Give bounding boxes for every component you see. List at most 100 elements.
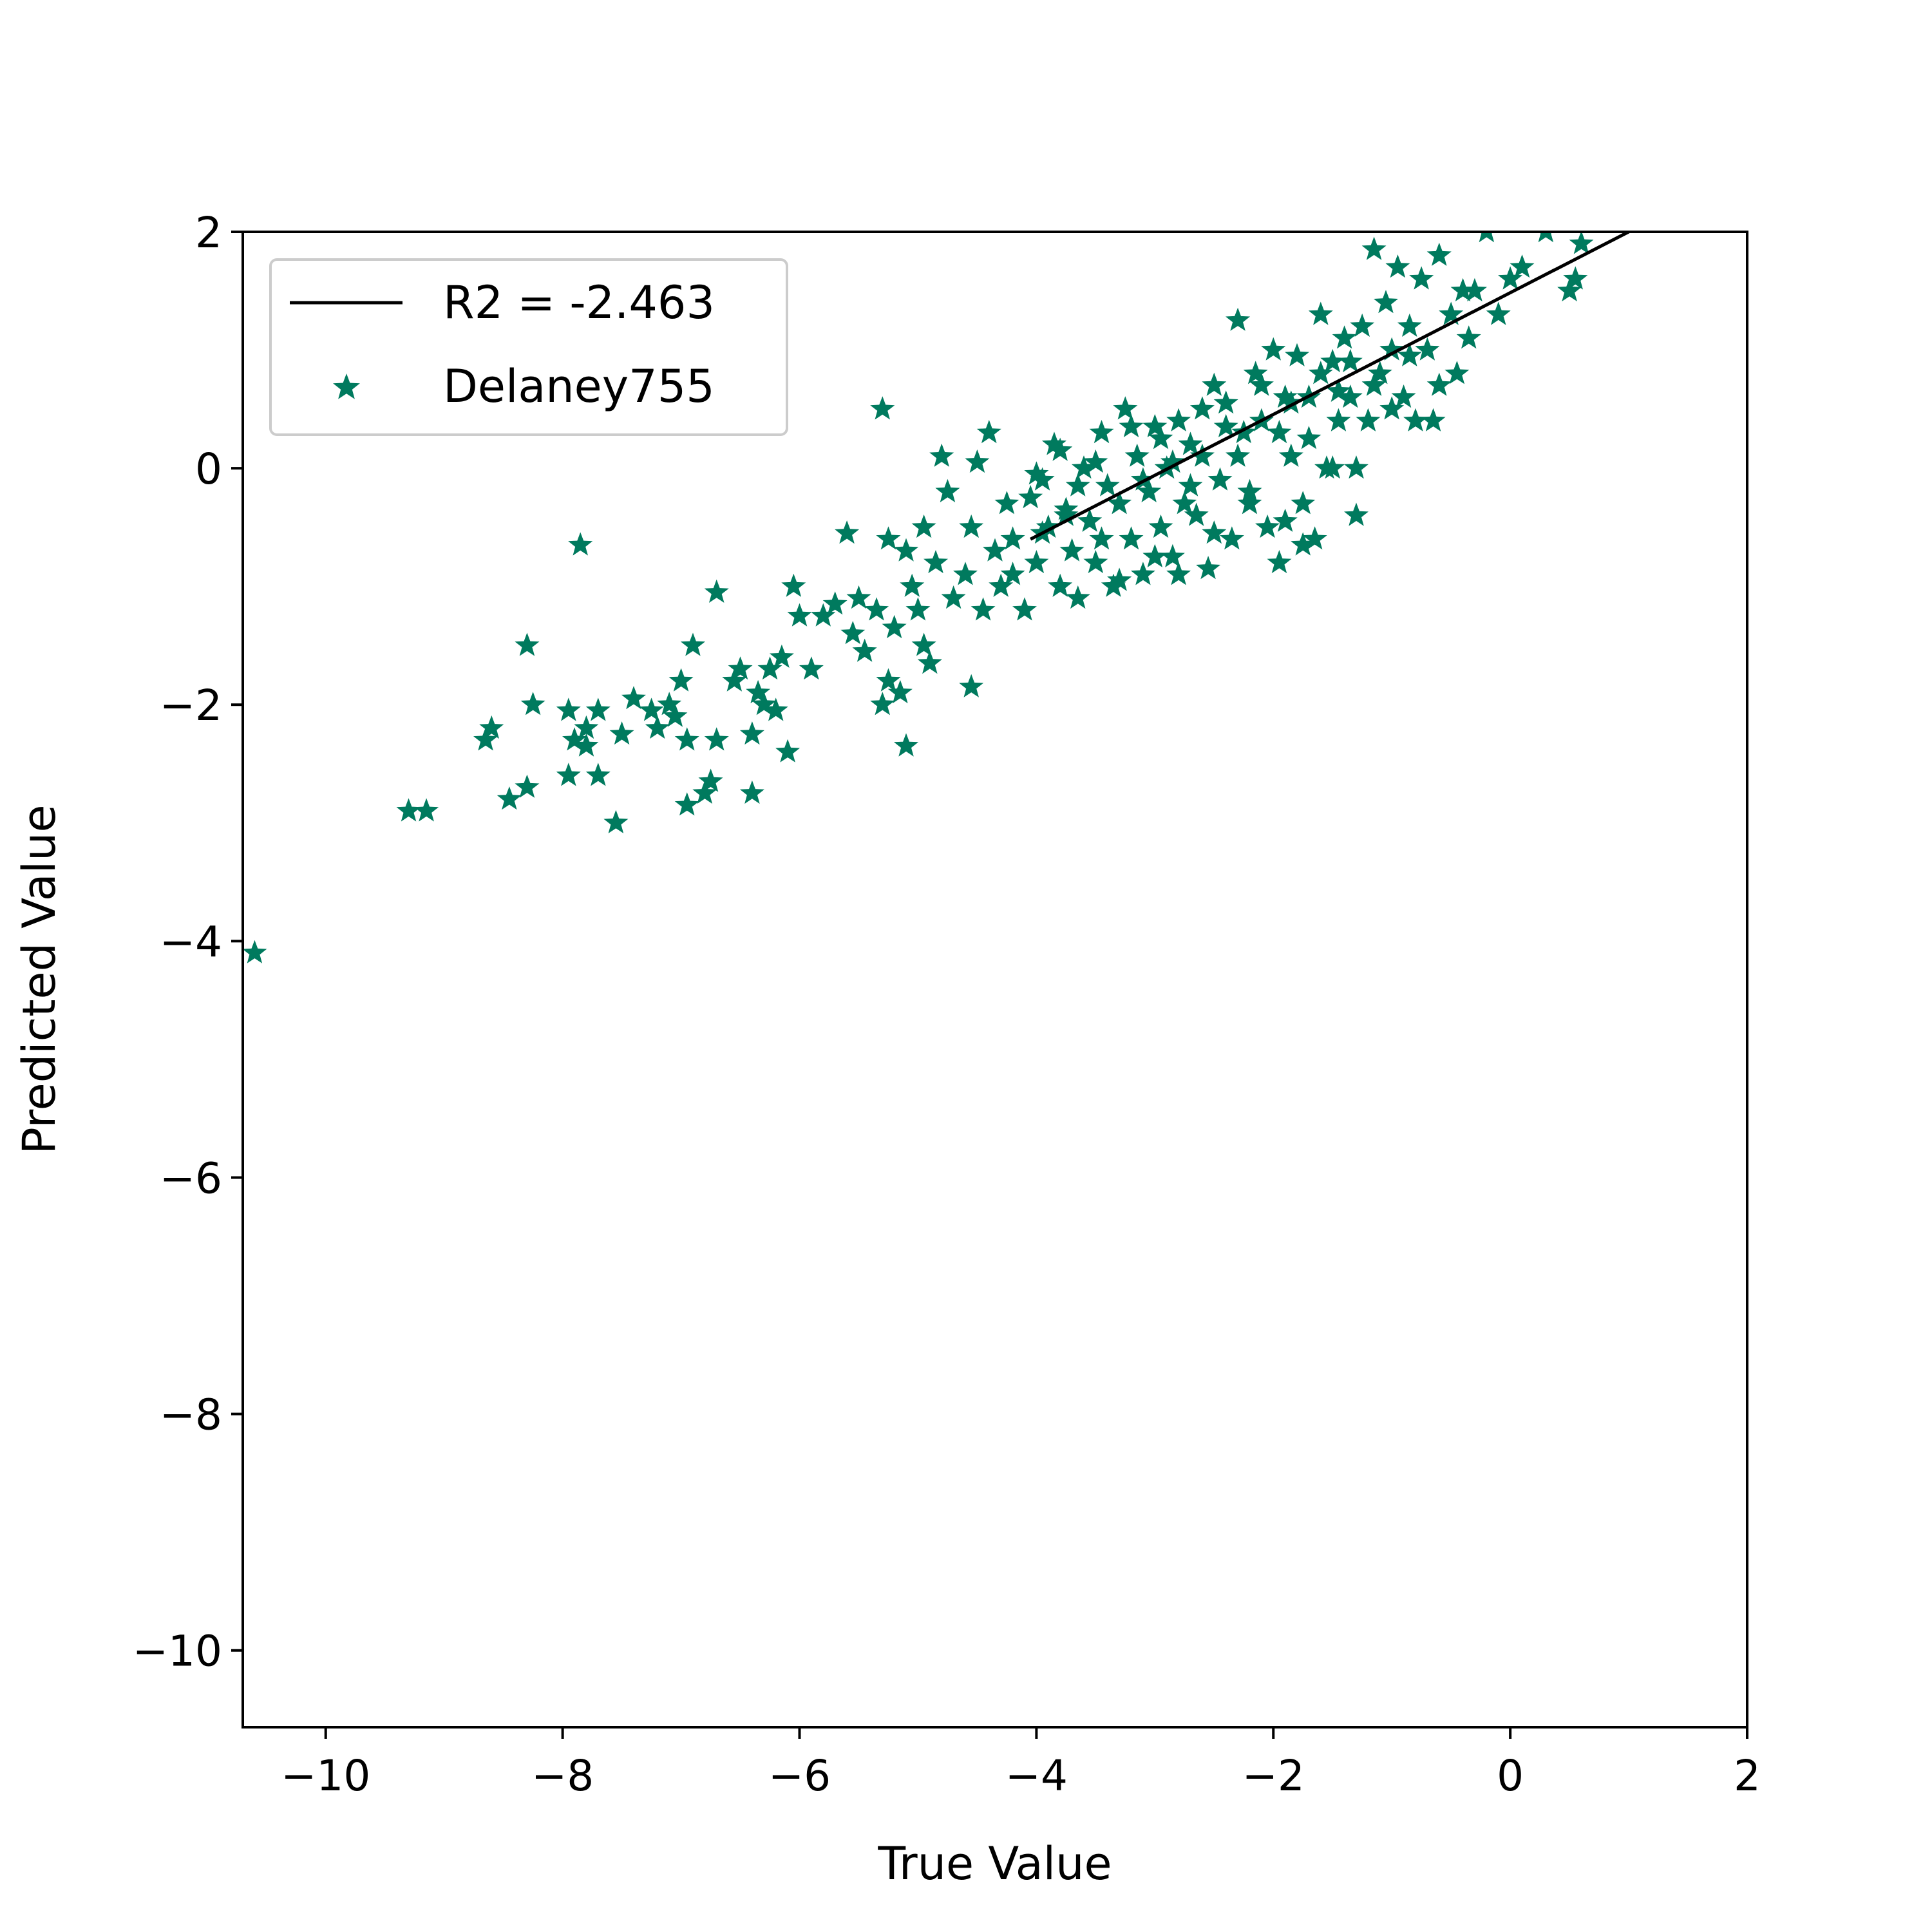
data-point: [1498, 266, 1523, 290]
y-axis: −10 −8 −6 −4 −2 0 2: [133, 208, 243, 1676]
data-point: [1332, 325, 1357, 349]
data-point: [1421, 408, 1446, 431]
data-point: [1083, 449, 1108, 473]
data-point: [811, 603, 836, 627]
data-point: [971, 597, 996, 621]
data-point: [515, 632, 540, 656]
data-point: [929, 443, 954, 467]
data-point: [1255, 514, 1280, 538]
data-point: [562, 727, 587, 751]
data-point: [1278, 390, 1303, 414]
data-point: [568, 532, 593, 556]
data-point: [1267, 420, 1292, 444]
x-tick-label: −2: [1242, 1751, 1305, 1801]
data-point: [1403, 408, 1428, 431]
data-point: [1148, 514, 1173, 538]
data-point: [1160, 544, 1185, 567]
data-point: [704, 727, 729, 751]
x-tick-label: −10: [281, 1751, 370, 1801]
data-point: [1000, 526, 1025, 550]
data-point: [414, 798, 439, 822]
data-point: [1226, 307, 1251, 331]
data-point: [1563, 266, 1588, 290]
points-layer: [243, 232, 1594, 963]
data-point: [1184, 502, 1209, 526]
data-point: [1107, 567, 1132, 591]
data-point: [752, 692, 777, 715]
data-point: [663, 703, 688, 727]
data-point: [983, 538, 1007, 562]
legend-series-marker: [333, 374, 360, 399]
data-point: [1379, 396, 1405, 420]
data-point: [1261, 337, 1286, 361]
data-point: [243, 940, 267, 963]
data-point: [1361, 372, 1387, 396]
data-point: [1219, 526, 1244, 550]
data-point: [1065, 585, 1090, 609]
x-tick-label: −8: [531, 1751, 594, 1801]
data-point: [1166, 562, 1191, 585]
data-point: [1450, 278, 1475, 301]
data-point: [1356, 408, 1381, 431]
data-point: [603, 810, 629, 833]
data-point: [1320, 455, 1345, 479]
data-point: [1350, 313, 1375, 337]
data-point: [1462, 278, 1487, 301]
data-point: [1273, 508, 1298, 532]
data-point: [1557, 278, 1582, 301]
data-point: [1189, 396, 1215, 420]
data-point: [1048, 573, 1073, 597]
data-point: [722, 668, 747, 692]
data-point: [835, 520, 860, 544]
data-point: [497, 786, 522, 810]
data-point: [746, 679, 771, 704]
data-point: [680, 632, 705, 656]
data-point: [1048, 437, 1073, 461]
data-point: [1095, 473, 1120, 497]
data-point: [1119, 526, 1144, 550]
x-tick-label: 2: [1734, 1751, 1761, 1801]
x-tick-label: 0: [1497, 1751, 1524, 1801]
data-point: [799, 656, 824, 680]
data-point: [894, 733, 919, 757]
data-point: [520, 692, 545, 715]
data-point: [1160, 449, 1185, 473]
data-point: [1024, 461, 1049, 485]
data-point: [1486, 301, 1511, 325]
data-point: [1273, 384, 1298, 408]
data-point: [1083, 550, 1108, 574]
plot-frame: [242, 231, 1748, 1728]
y-axis-label: Predicted Value: [13, 804, 66, 1154]
data-point: [1308, 361, 1333, 384]
data-point: [1426, 372, 1452, 396]
data-point: [1018, 485, 1043, 509]
data-point: [1291, 532, 1316, 556]
legend-fit-line-label: R2 = -2.463: [443, 276, 715, 329]
data-point: [763, 697, 788, 721]
y-tick-label: 2: [195, 208, 222, 258]
data-point: [692, 780, 717, 804]
data-point: [1107, 491, 1132, 515]
data-point: [1439, 301, 1464, 325]
data-point: [1113, 396, 1138, 420]
data-point: [1510, 254, 1535, 278]
data-point: [1296, 426, 1321, 450]
data-point: [1569, 232, 1594, 254]
legend-series-label: Delaney755: [443, 360, 715, 413]
data-point: [515, 774, 540, 798]
data-point: [1409, 266, 1434, 290]
data-point: [1054, 502, 1079, 526]
data-point: [704, 579, 729, 603]
data-point: [1426, 242, 1452, 266]
data-point: [1320, 348, 1345, 373]
data-point: [1208, 467, 1233, 491]
data-point: [1124, 443, 1150, 467]
data-point: [1391, 384, 1416, 408]
y-tick-label: 0: [195, 444, 222, 494]
data-point: [976, 420, 1001, 444]
data-point: [1178, 473, 1203, 497]
data-point: [935, 478, 960, 502]
data-point: [1278, 443, 1303, 467]
data-point: [894, 538, 919, 562]
data-point: [1012, 597, 1037, 621]
